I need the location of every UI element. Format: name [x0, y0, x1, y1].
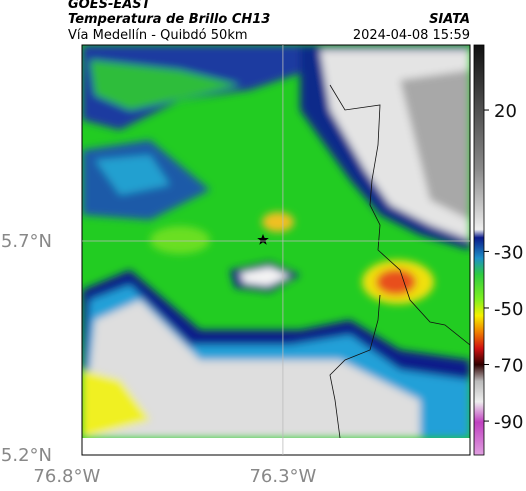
- title: GOES-EAST: [68, 0, 152, 12]
- map-frame: [81, 44, 471, 456]
- satellite-image: [82, 45, 470, 438]
- colorbar-tick-label: -50: [494, 299, 523, 320]
- location: Vía Medellín - Quibdó 50km: [68, 28, 248, 43]
- x-tick-label: 76.8°W: [33, 466, 100, 487]
- colorbar-tick-label: -70: [494, 356, 523, 377]
- subtitle: Temperatura de Brillo CH13: [68, 12, 270, 27]
- colorbar-tick-label: 20: [494, 101, 517, 122]
- colorbar: [473, 44, 485, 456]
- source: SIATA: [429, 12, 470, 27]
- colorbar-tick-label: -30: [494, 242, 523, 263]
- station-marker: [257, 234, 269, 245]
- y-tick-label: 5.2°N: [1, 445, 52, 466]
- y-tick-label: 5.7°N: [1, 231, 52, 252]
- colorbar-tick-label: -90: [494, 412, 523, 433]
- timestamp: 2024-04-08 15:59: [353, 28, 470, 43]
- x-tick-label: 76.3°W: [249, 466, 316, 487]
